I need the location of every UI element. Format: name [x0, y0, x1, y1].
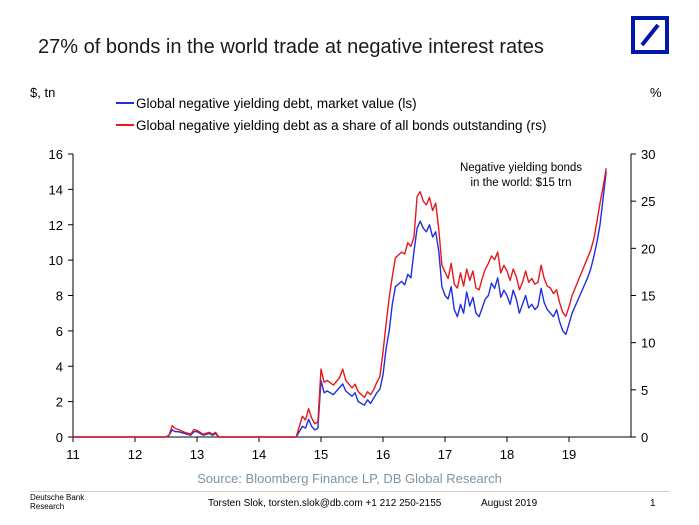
x-tick-label: 13: [190, 447, 204, 462]
right-tick-label: 20: [641, 241, 655, 256]
right-tick-label: 0: [641, 430, 648, 445]
left-axis-unit: $, tn: [30, 85, 56, 100]
legend-swatch-red: [116, 124, 134, 126]
left-tick-label: 12: [49, 218, 63, 233]
footer-brand-line-2: Research: [30, 502, 65, 511]
x-tick-label: 17: [438, 447, 452, 462]
deutsche-bank-logo: [631, 16, 669, 54]
source-note: Source: Bloomberg Finance LP, DB Global …: [197, 471, 502, 486]
legend-item-share: Global negative yielding debt as a share…: [116, 114, 547, 136]
x-tick-label: 19: [562, 447, 576, 462]
footer-brand-line-1: Deutsche Bank: [30, 493, 85, 502]
legend-label-share: Global negative yielding debt as a share…: [136, 117, 547, 133]
chart-legend: Global negative yielding debt, market va…: [116, 92, 547, 136]
left-tick-label: 8: [56, 289, 63, 304]
x-tick-label: 12: [128, 447, 142, 462]
left-tick-label: 6: [56, 324, 63, 339]
footer-author: Torsten Slok, torsten.slok@db.com +1 212…: [208, 498, 442, 509]
series-line-market-value: [73, 171, 607, 438]
logo-slash-icon: [640, 23, 660, 47]
chart-axes: 0 2 4 6 8 10 12 14 16 0 5 10 15 20 25 30 11 12 13 14 15 16 17 1…: [49, 147, 656, 462]
right-tick-label: 15: [641, 289, 655, 304]
footer-divider: [30, 491, 670, 492]
chart-series: [73, 168, 607, 438]
x-tick-label: 16: [376, 447, 390, 462]
series-line-share: [73, 168, 607, 438]
x-tick-label: 15: [314, 447, 328, 462]
left-tick-label: 4: [56, 359, 63, 374]
right-tick-label: 30: [641, 147, 655, 162]
left-tick-label: 2: [56, 395, 63, 410]
left-tick-label: 0: [56, 430, 63, 445]
annotation-line-1: Negative yielding bonds: [459, 162, 583, 174]
footer-brand: Deutsche Bank Research: [30, 493, 84, 511]
page-title: 27% of bonds in the world trade at negat…: [38, 36, 544, 58]
left-tick-label: 10: [49, 253, 63, 268]
left-tick-label: 14: [49, 182, 63, 197]
chart-annotation: Negative yielding bonds in the world: $1…: [436, 161, 606, 191]
left-tick-label: 16: [49, 147, 63, 162]
x-tick-label: 18: [500, 447, 514, 462]
legend-item-market-value: Global negative yielding debt, market va…: [116, 92, 547, 114]
right-tick-label: 25: [641, 194, 655, 209]
footer-date: August 2019: [481, 498, 538, 509]
x-tick-label: 11: [66, 447, 80, 462]
line-chart: 0 2 4 6 8 10 12 14 16 0 5 10 15 20 25 30 11 12 13 14 15 16 17 1…: [49, 147, 656, 462]
x-tick-label: 14: [252, 447, 266, 462]
legend-swatch-blue: [116, 102, 134, 104]
right-tick-label: 5: [641, 383, 648, 398]
legend-label-market-value: Global negative yielding debt, market va…: [136, 95, 417, 111]
right-axis-unit: %: [650, 85, 662, 100]
footer-page-number: 1: [650, 498, 656, 509]
annotation-line-2: in the world: $15 trn: [470, 177, 572, 189]
right-tick-label: 10: [641, 336, 655, 351]
